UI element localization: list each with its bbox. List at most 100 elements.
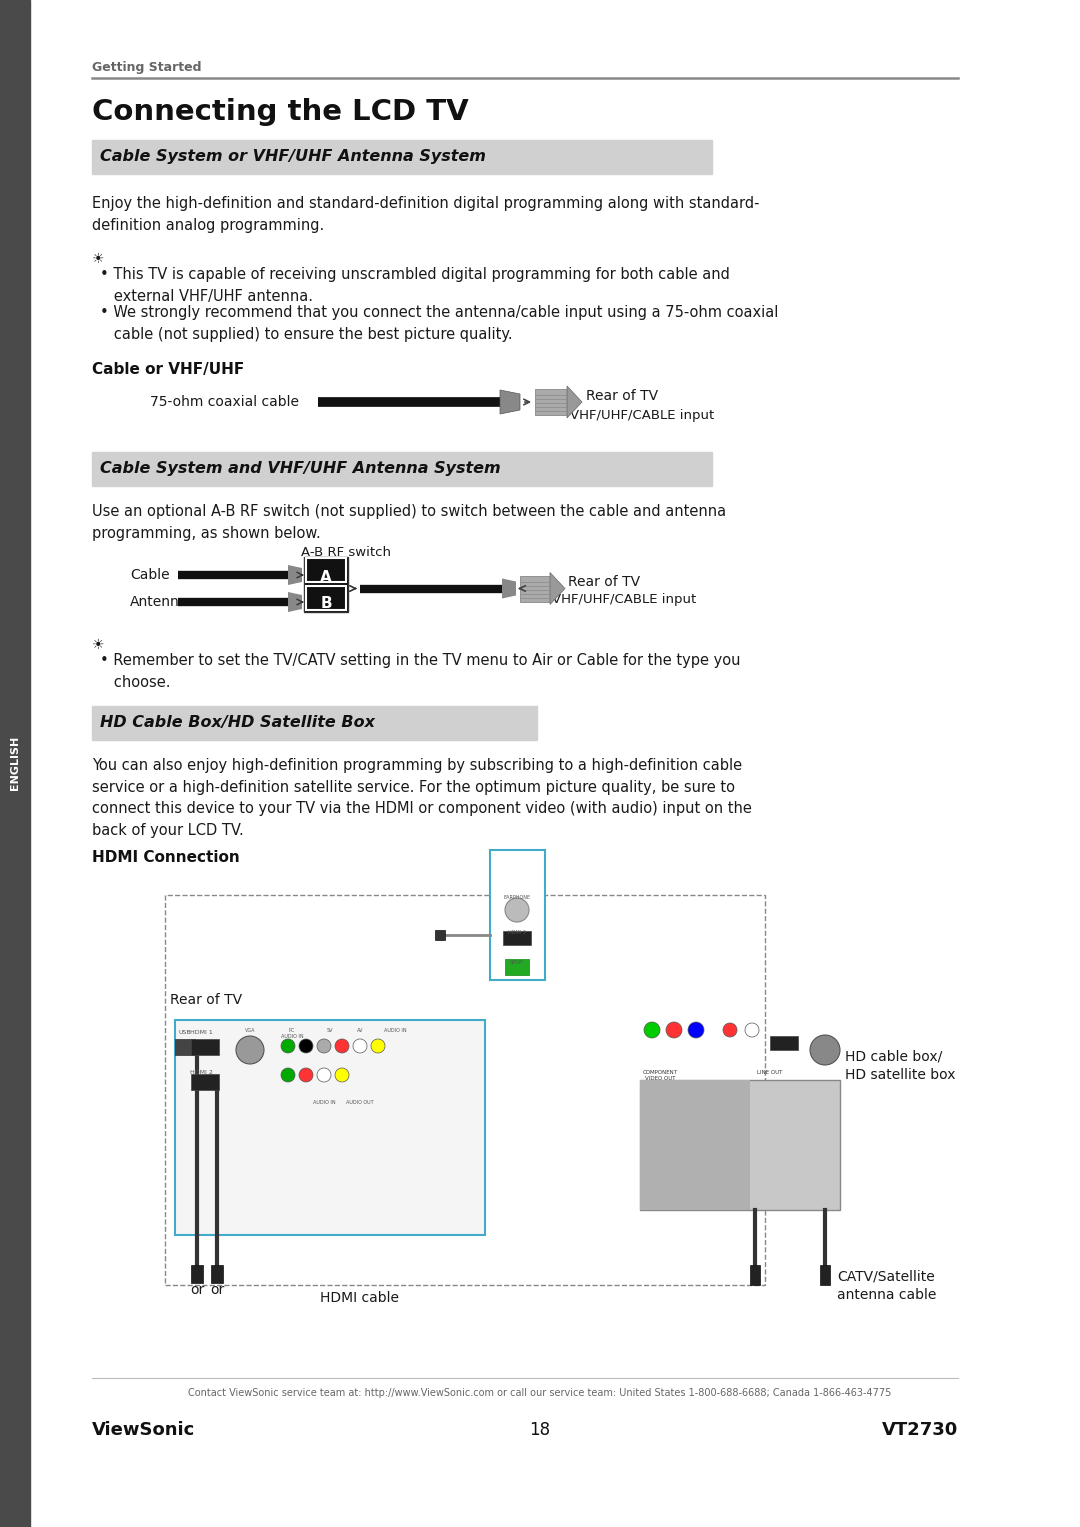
Text: Cable or VHF/UHF: Cable or VHF/UHF: [92, 362, 244, 377]
Circle shape: [353, 1038, 367, 1054]
Bar: [92, 452, 712, 486]
Text: PC
AUDIO IN: PC AUDIO IN: [281, 1028, 303, 1038]
Text: You can also enjoy high-definition programming by subscribing to a high-definiti: You can also enjoy high-definition progr…: [92, 757, 752, 838]
Text: Use an optional A-B RF switch (not supplied) to switch between the cable and ant: Use an optional A-B RF switch (not suppl…: [92, 504, 726, 541]
FancyBboxPatch shape: [770, 1035, 798, 1051]
Bar: [535, 389, 567, 415]
Text: Cable System and VHF/UHF Antenna System: Cable System and VHF/UHF Antenna System: [100, 461, 501, 476]
Text: HDMI 1: HDMI 1: [190, 1031, 213, 1035]
Text: VT2730: VT2730: [881, 1422, 958, 1438]
Text: AV: AV: [356, 1028, 363, 1032]
Text: LINE OUT: LINE OUT: [757, 1070, 783, 1075]
Text: VHF/UHF/CABLE input: VHF/UHF/CABLE input: [552, 594, 697, 606]
FancyBboxPatch shape: [191, 1073, 219, 1090]
Text: A: A: [320, 570, 332, 585]
Text: HD Cable Box/HD Satellite Box: HD Cable Box/HD Satellite Box: [100, 716, 375, 730]
Circle shape: [372, 1038, 384, 1054]
Bar: [306, 557, 346, 582]
Circle shape: [281, 1038, 295, 1054]
Circle shape: [335, 1038, 349, 1054]
Polygon shape: [500, 389, 519, 414]
Text: Cable System or VHF/UHF Antenna System: Cable System or VHF/UHF Antenna System: [100, 150, 486, 165]
Circle shape: [237, 1035, 264, 1064]
Circle shape: [723, 1023, 737, 1037]
Bar: [92, 705, 537, 741]
Text: Connecting the LCD TV: Connecting the LCD TV: [92, 98, 469, 127]
Text: HDMI Connection: HDMI Connection: [92, 851, 240, 864]
Bar: [640, 1080, 840, 1209]
FancyBboxPatch shape: [191, 1038, 219, 1055]
Bar: [490, 851, 545, 980]
Text: ☀: ☀: [92, 638, 105, 652]
Text: Rear of TV: Rear of TV: [568, 576, 640, 589]
Bar: [303, 557, 348, 612]
Text: 75-ohm coaxial cable: 75-ohm coaxial cable: [150, 395, 299, 409]
Text: AUDIO OUT: AUDIO OUT: [347, 1099, 374, 1106]
Text: Cable: Cable: [130, 568, 170, 582]
Text: AUDIO IN: AUDIO IN: [313, 1099, 335, 1106]
Text: USB: USB: [178, 1031, 191, 1035]
Text: AUDIO IN: AUDIO IN: [383, 1028, 406, 1032]
Text: 18: 18: [529, 1422, 551, 1438]
Text: EARPHONE: EARPHONE: [503, 895, 530, 899]
Text: or: or: [190, 1283, 204, 1296]
Text: or: or: [210, 1283, 225, 1296]
Text: VGA: VGA: [245, 1028, 255, 1032]
Text: • Remember to set the TV/CATV setting in the TV menu to Air or Cable for the typ: • Remember to set the TV/CATV setting in…: [100, 654, 741, 690]
Text: • We strongly recommend that you connect the antenna/cable input using a 75-ohm : • We strongly recommend that you connect…: [100, 305, 779, 342]
Bar: [175, 1038, 195, 1055]
Circle shape: [505, 898, 529, 922]
Circle shape: [318, 1038, 330, 1054]
Bar: [519, 576, 550, 602]
Bar: [175, 1020, 485, 1235]
Circle shape: [281, 1067, 295, 1083]
Circle shape: [335, 1067, 349, 1083]
Polygon shape: [288, 592, 302, 612]
Text: Contact ViewSonic service team at: http://www.ViewSonic.com or call our service : Contact ViewSonic service team at: http:…: [188, 1388, 892, 1399]
Text: A-B RF switch: A-B RF switch: [301, 547, 391, 559]
Bar: [435, 930, 445, 941]
Circle shape: [666, 1022, 681, 1038]
Text: ViewSonic: ViewSonic: [92, 1422, 195, 1438]
Text: HDMI 3: HDMI 3: [508, 930, 526, 935]
Bar: [306, 586, 346, 609]
Text: HDMI 2: HDMI 2: [190, 1070, 213, 1075]
Text: SPDIF: SPDIF: [510, 960, 524, 965]
Circle shape: [318, 1067, 330, 1083]
Bar: [750, 1264, 760, 1286]
Circle shape: [688, 1022, 704, 1038]
Circle shape: [745, 1023, 759, 1037]
Text: • This TV is capable of receiving unscrambled digital programming for both cable: • This TV is capable of receiving unscra…: [100, 267, 730, 304]
Polygon shape: [502, 579, 516, 599]
Text: ENGLISH: ENGLISH: [10, 736, 21, 789]
Bar: [640, 1080, 750, 1209]
Text: HDMI cable: HDMI cable: [321, 1290, 400, 1306]
Bar: [0, 0, 30, 1527]
Circle shape: [810, 1035, 840, 1064]
Text: Getting Started: Getting Started: [92, 61, 202, 75]
Circle shape: [299, 1067, 313, 1083]
Text: VHF/UHF/CABLE input: VHF/UHF/CABLE input: [570, 409, 714, 423]
Circle shape: [644, 1022, 660, 1038]
Circle shape: [299, 1038, 313, 1054]
Text: SV: SV: [327, 1028, 334, 1032]
Text: B: B: [320, 596, 332, 611]
FancyBboxPatch shape: [503, 931, 531, 945]
Text: Enjoy the high-definition and standard-definition digital programming along with: Enjoy the high-definition and standard-d…: [92, 195, 759, 232]
Polygon shape: [288, 565, 302, 585]
Bar: [820, 1264, 831, 1286]
Text: HD cable box/
HD satellite box: HD cable box/ HD satellite box: [845, 1051, 956, 1083]
Text: ☀: ☀: [92, 252, 105, 266]
Text: Rear of TV: Rear of TV: [170, 993, 242, 1006]
Text: Rear of TV: Rear of TV: [586, 389, 658, 403]
Text: Antenna: Antenna: [130, 596, 188, 609]
Polygon shape: [550, 573, 565, 605]
Polygon shape: [567, 386, 582, 418]
Text: CATV/Satellite
antenna cable: CATV/Satellite antenna cable: [837, 1270, 936, 1303]
Bar: [165, 895, 765, 1286]
Bar: [211, 1264, 222, 1283]
Bar: [191, 1264, 203, 1283]
Text: COMPONENT
VIDEO OUT: COMPONENT VIDEO OUT: [643, 1070, 677, 1081]
Bar: [505, 959, 529, 976]
Bar: [92, 140, 712, 174]
